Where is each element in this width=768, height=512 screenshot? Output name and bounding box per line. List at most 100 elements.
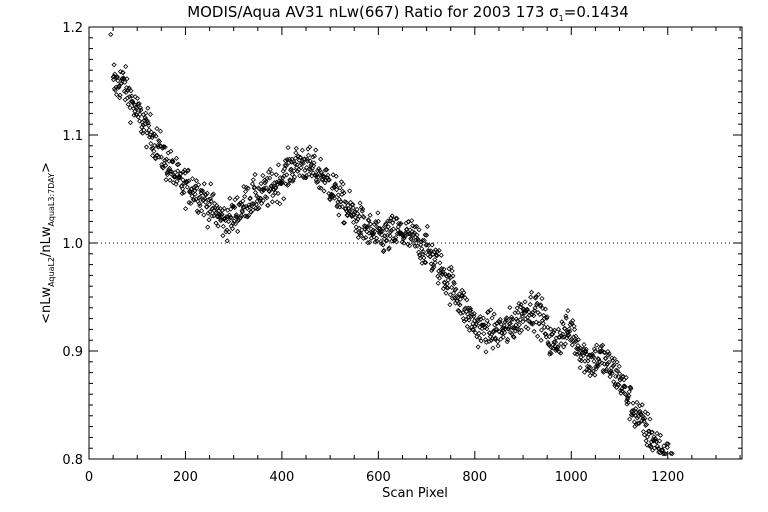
data-point [115, 78, 121, 84]
data-point [277, 201, 283, 207]
data-point [161, 143, 167, 150]
data-point [640, 416, 646, 422]
data-point [194, 208, 200, 214]
data-point [112, 87, 118, 93]
data-point [478, 338, 484, 344]
data-point [153, 133, 159, 139]
data-point [498, 336, 504, 342]
data-point [297, 173, 303, 179]
data-point [226, 229, 232, 235]
data-point [545, 340, 551, 346]
data-point [156, 138, 163, 145]
data-point [272, 190, 279, 196]
data-point [153, 156, 159, 162]
data-point [627, 384, 634, 390]
data-point [293, 150, 299, 156]
data-point [551, 327, 558, 333]
data-point [603, 355, 609, 361]
data-point [293, 145, 299, 151]
data-point [409, 218, 415, 224]
data-point [559, 319, 565, 325]
data-point [523, 324, 529, 330]
data-point [649, 429, 655, 435]
data-point [130, 98, 136, 104]
data-point [265, 202, 271, 208]
data-point [428, 248, 434, 254]
data-point [538, 337, 544, 343]
data-point [174, 178, 180, 184]
data-point [455, 294, 461, 301]
data-point [609, 370, 615, 376]
data-point [321, 173, 327, 180]
data-point [422, 232, 428, 238]
data-point [125, 101, 131, 107]
data-point [288, 166, 294, 172]
data-point [203, 199, 209, 205]
data-point [555, 344, 561, 350]
data-point [174, 161, 180, 168]
data-point [488, 307, 494, 313]
data-point [449, 295, 456, 302]
data-point [562, 341, 568, 347]
data-point [669, 451, 675, 457]
data-point [146, 122, 152, 129]
data-point [192, 191, 198, 197]
data-point [162, 144, 168, 150]
data-point [295, 168, 301, 174]
data-point [651, 445, 657, 451]
x-tick-label: 400 [269, 470, 294, 485]
data-point [540, 305, 546, 311]
data-point [341, 220, 348, 226]
data-point [610, 363, 616, 369]
data-point [158, 154, 164, 160]
data-point [269, 171, 275, 177]
data-point [444, 281, 450, 287]
data-point [432, 260, 438, 266]
data-point [533, 294, 539, 300]
data-point [437, 260, 443, 266]
y-tick-label: 1.2 [62, 21, 83, 36]
data-point [181, 189, 187, 196]
data-point [333, 173, 339, 179]
data-point [472, 330, 479, 336]
data-point [560, 321, 566, 327]
data-point [235, 228, 241, 234]
data-point [398, 220, 404, 227]
data-point [664, 444, 670, 450]
data-point [404, 226, 410, 232]
data-point [367, 239, 373, 245]
data-point [636, 420, 642, 426]
data-point [206, 197, 212, 203]
data-point [234, 194, 240, 201]
data-point [458, 310, 464, 316]
data-point [335, 192, 341, 198]
data-point [283, 163, 289, 169]
data-point [220, 233, 226, 239]
data-point [219, 212, 225, 218]
data-point [299, 147, 305, 153]
y-tick-label: 0.9 [62, 345, 83, 360]
data-point [357, 230, 364, 236]
data-point [387, 233, 393, 239]
data-point [639, 402, 645, 408]
data-point [347, 188, 353, 194]
data-point [646, 431, 652, 437]
data-point [138, 107, 144, 113]
data-point [145, 120, 151, 126]
data-point [209, 192, 216, 198]
data-point [644, 442, 650, 448]
data-point [414, 243, 420, 249]
data-point [294, 162, 300, 168]
data-point [606, 359, 612, 365]
data-point [375, 218, 381, 224]
data-point [210, 191, 216, 197]
data-point [136, 101, 142, 107]
data-point [590, 368, 596, 374]
data-point [227, 195, 233, 201]
data-point [250, 177, 256, 183]
data-point [569, 342, 575, 348]
data-point [232, 204, 238, 211]
data-point [525, 326, 531, 332]
data-point [640, 413, 646, 419]
data-point [343, 199, 349, 205]
